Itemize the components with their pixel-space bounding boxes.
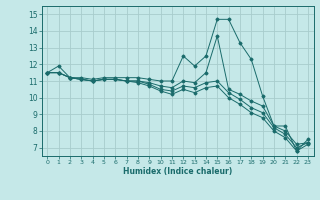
X-axis label: Humidex (Indice chaleur): Humidex (Indice chaleur) (123, 167, 232, 176)
